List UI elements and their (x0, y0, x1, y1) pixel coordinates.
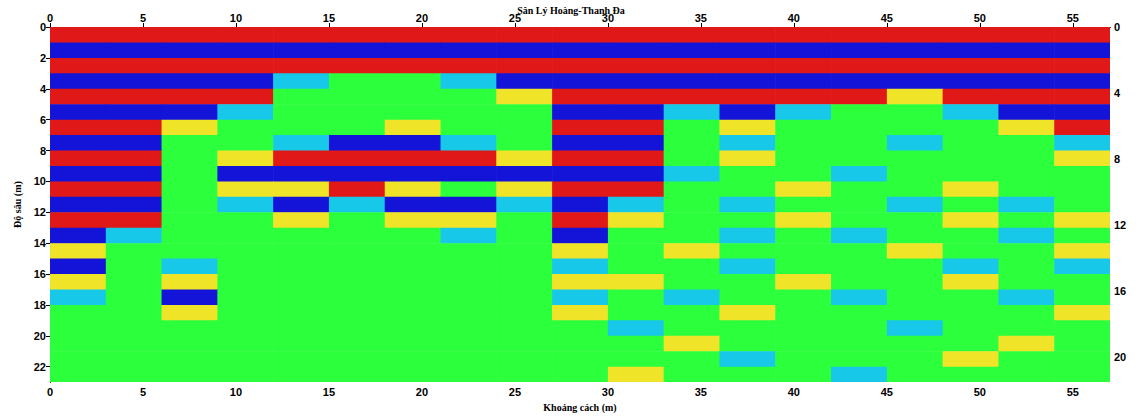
svg-text:10: 10 (34, 175, 46, 187)
svg-text:18: 18 (34, 299, 46, 311)
svg-text:14: 14 (34, 237, 47, 249)
svg-text:45: 45 (881, 12, 893, 24)
svg-text:50: 50 (974, 12, 986, 24)
svg-text:10: 10 (230, 12, 242, 24)
svg-text:5: 5 (140, 12, 146, 24)
svg-text:0: 0 (47, 12, 53, 24)
svg-text:16: 16 (34, 268, 46, 280)
svg-text:22: 22 (34, 361, 46, 373)
svg-text:6: 6 (40, 114, 46, 126)
svg-text:45: 45 (881, 386, 893, 398)
svg-text:5: 5 (140, 386, 146, 398)
svg-text:40: 40 (788, 12, 800, 24)
svg-text:Sân Lý Hoàng-Thanh Đa: Sân Lý Hoàng-Thanh Đa (517, 5, 625, 16)
svg-text:15: 15 (323, 386, 335, 398)
svg-text:30: 30 (602, 386, 614, 398)
svg-text:25: 25 (509, 386, 521, 398)
svg-text:20: 20 (416, 12, 428, 24)
svg-text:4: 4 (1114, 87, 1121, 99)
svg-text:20: 20 (1114, 351, 1126, 363)
svg-text:20: 20 (34, 330, 46, 342)
svg-text:16: 16 (1114, 285, 1126, 297)
svg-text:30: 30 (601, 11, 614, 24)
svg-text:50: 50 (974, 386, 986, 398)
svg-text:8: 8 (1114, 153, 1120, 165)
svg-text:12: 12 (34, 206, 46, 218)
svg-text:35: 35 (695, 386, 707, 398)
svg-text:55: 55 (1067, 386, 1079, 398)
svg-text:8: 8 (40, 145, 46, 157)
svg-text:0: 0 (40, 21, 46, 33)
svg-text:10: 10 (230, 386, 242, 398)
svg-text:Độ sâu (m): Độ sâu (m) (12, 181, 24, 228)
svg-text:55: 55 (1067, 12, 1079, 24)
svg-text:0: 0 (1114, 21, 1120, 33)
svg-text:25: 25 (508, 11, 521, 24)
svg-text:35: 35 (695, 12, 707, 24)
svg-text:20: 20 (416, 386, 428, 398)
svg-text:0: 0 (47, 386, 53, 398)
svg-text:15: 15 (323, 12, 335, 24)
svg-text:2: 2 (40, 52, 46, 64)
svg-text:12: 12 (1114, 219, 1126, 231)
svg-text:4: 4 (40, 83, 47, 95)
svg-text:40: 40 (788, 386, 800, 398)
svg-text:Khoảng cách (m): Khoảng cách (m) (543, 402, 616, 414)
